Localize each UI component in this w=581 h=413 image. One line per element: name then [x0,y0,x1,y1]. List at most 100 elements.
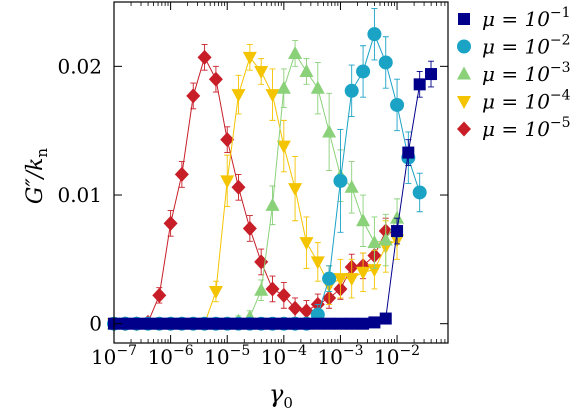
data-point [367,235,382,249]
data-point [333,173,348,188]
data-point [174,166,189,182]
data-point [299,63,314,77]
data-point [322,271,337,286]
data-point [322,124,337,138]
x-tick-exponent: −7 [116,343,137,359]
legend-marker [457,96,471,109]
legend-marker [457,121,471,137]
data-point [379,312,392,325]
series-1 [108,60,438,330]
data-point [242,51,257,65]
x-tick-base: 10 [317,345,342,369]
legend-label-exponent: −1 [550,5,571,21]
data-point [378,232,393,246]
data-point [391,225,404,238]
data-point [231,179,246,195]
data-point [367,264,382,278]
legend-item: μ = 10−4 [457,88,571,114]
legend-label-base: μ = 10 [482,35,550,59]
data-point [153,317,166,330]
data-point [378,55,393,70]
x-tick-exponent: −4 [286,343,307,359]
data-point [208,286,223,300]
data-point [255,317,268,330]
data-point [344,83,359,98]
legend-label-base: μ = 10 [482,117,550,141]
x-tick-base: 10 [91,345,116,369]
x-tick-base: 10 [374,345,399,369]
data-point [277,317,290,330]
data-point [163,215,178,231]
plot-background [114,2,448,343]
legend-label: μ = 10−5 [482,115,571,141]
legend-item: μ = 10−2 [457,33,571,59]
data-point [141,317,154,330]
data-point [310,80,325,94]
x-tick-label: 10−3 [317,343,363,369]
data-point [254,282,269,296]
data-point [276,80,291,94]
x-tick-label: 10−6 [148,343,194,369]
x-tick-label: 10−2 [374,343,420,369]
legend-label: μ = 10−1 [482,5,571,31]
data-point [265,197,280,211]
data-point [310,256,325,270]
legend-marker [457,39,471,54]
data-point [265,89,280,103]
legend-marker [457,66,471,80]
data-point [288,183,303,197]
data-point [344,179,359,193]
data-point [231,89,246,103]
data-point [186,88,201,104]
data-point [152,287,167,303]
legend-label: μ = 10−4 [482,88,571,114]
data-point [265,281,280,297]
data-point [300,317,313,330]
data-point [209,317,222,330]
legend: μ = 10−1μ = 10−2μ = 10−3μ = 10−4μ = 10−5 [457,5,571,141]
data-point [288,45,303,59]
data-point [221,317,234,330]
x-tick-exponent: −5 [230,343,251,359]
y-tick-label: 0.02 [57,54,102,78]
data-point [220,132,235,148]
legend-label-exponent: −4 [550,88,571,104]
data-point [187,317,200,330]
legend-label: μ = 10−2 [482,33,571,59]
legend-label-base: μ = 10 [482,7,550,31]
x-tick-label: 10−4 [261,343,307,369]
data-point [220,175,235,189]
data-point [197,49,212,65]
data-point [390,210,405,224]
data-point [242,220,257,236]
data-point [356,64,371,79]
data-point [334,317,347,330]
plot-frame [113,1,449,344]
data-point [243,317,256,330]
data-point [175,317,188,330]
data-point [198,317,211,330]
x-tick-exponent: −2 [399,343,420,359]
legend-label-exponent: −2 [550,33,571,49]
legend-label-exponent: −5 [550,115,571,131]
x-tick-base: 10 [204,345,229,369]
data-point [254,65,269,79]
data-point [367,27,382,42]
legend-label-exponent: −3 [550,60,571,76]
data-point [299,237,314,251]
data-point [356,213,371,227]
data-point [164,317,177,330]
data-point [299,303,314,319]
data-point [344,273,359,287]
data-point [208,71,223,87]
data-point [402,146,415,159]
data-point [266,317,279,330]
legend-label-base: μ = 10 [482,62,550,86]
x-tick-exponent: −6 [173,343,194,359]
legend-item: μ = 10−5 [457,115,571,141]
data-point [130,317,143,330]
x-tick-base: 10 [261,345,286,369]
legend-item: μ = 10−1 [458,5,571,31]
